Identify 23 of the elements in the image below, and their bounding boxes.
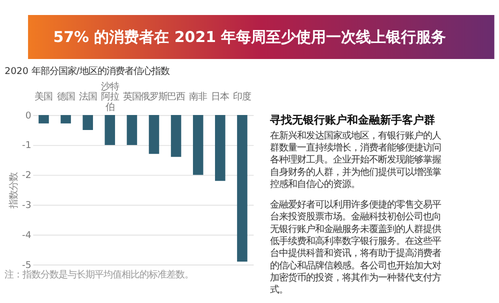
chart-title: 57% 的消费者在 2021 年每周至少使用一次线上银行服务 bbox=[53, 28, 446, 46]
x-tick-label: 南非 bbox=[189, 92, 208, 103]
x-tick-label: 法国 bbox=[78, 92, 97, 103]
y-axis-title: 指数分数 bbox=[8, 172, 20, 210]
x-tick-label: 美国 bbox=[34, 92, 53, 103]
y-tick-label: 0 bbox=[25, 110, 32, 122]
x-tick-label: 印度 bbox=[233, 92, 252, 103]
y-tick-label: -1 bbox=[22, 140, 32, 152]
x-tick-label: 英国 bbox=[122, 92, 141, 103]
y-tick-label: -3 bbox=[22, 200, 32, 212]
text: 注：指数分数是与长期平均值相比的标准差数。 bbox=[4, 270, 194, 281]
text: 金融爱好者可以利用许多便捷的零售交易平台来投资股票市场。金融科技初创公司也向无银行账户和金融服务未覆盖到的人群提供低手续费和高利率数字银行服务。在这些平台中提供科普和资讯，将有助于提高消费者的信心和品牌信赖感。各公司也开始加大对加密货币的投资，将其作为一种替代支付方式。 bbox=[270, 200, 442, 296]
y-tick-label: -2 bbox=[22, 170, 32, 182]
y-tick-label: -4 bbox=[22, 230, 32, 241]
y-tick-label: -5 bbox=[22, 260, 32, 271]
x-tick-label: 沙特阿拉伯 bbox=[100, 81, 119, 113]
x-tick-label: 日本 bbox=[211, 92, 230, 103]
text: 在新兴和发达国家或地区，有银行账户的人群数量一直持续增长，消费者能够便捷访问各种理财工具。企业开始不断发现能够掌握自身财务的人群，并为他们提供可以增强掌控感和自信心的资源。 bbox=[270, 130, 442, 190]
text: 寻找无银行账户和金融新手客户群 bbox=[269, 113, 436, 126]
chart-subtitle: 2020 年部分国家/地区的消费者信心指数 bbox=[4, 66, 170, 77]
x-tick-label: 俄罗斯 bbox=[140, 92, 168, 103]
x-tick-label: 德国 bbox=[56, 92, 75, 103]
x-tick-label: 巴西 bbox=[167, 92, 186, 103]
